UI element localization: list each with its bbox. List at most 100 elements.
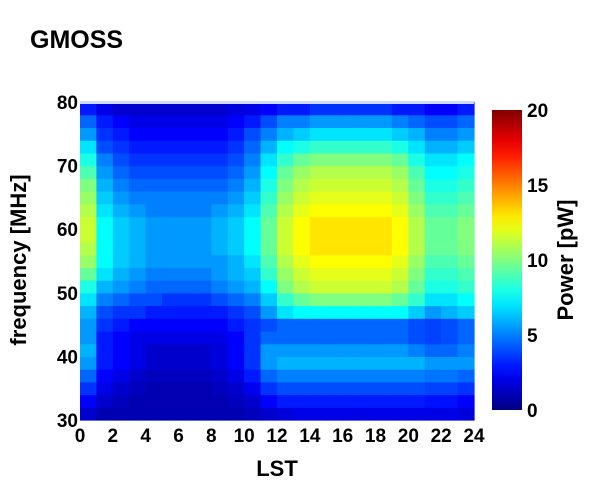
heatmap-cell bbox=[293, 292, 311, 307]
heatmap-cell bbox=[408, 191, 426, 205]
heatmap-cell bbox=[375, 191, 393, 205]
heatmap-cell bbox=[145, 254, 163, 268]
heatmap-cell bbox=[227, 114, 245, 129]
heatmap-cell bbox=[96, 280, 114, 294]
heatmap-cell bbox=[178, 127, 196, 141]
heatmap-cell bbox=[129, 241, 147, 256]
heatmap-cell bbox=[145, 343, 163, 357]
heatmap-cell bbox=[260, 407, 278, 421]
heatmap-cell bbox=[424, 267, 442, 281]
heatmap-cell bbox=[359, 127, 377, 141]
heatmap-cell bbox=[244, 343, 262, 357]
heatmap-cell bbox=[211, 254, 229, 268]
heatmap-cell bbox=[326, 114, 344, 129]
plot-top-edge bbox=[80, 101, 474, 104]
heatmap-cell bbox=[342, 305, 360, 319]
heatmap-cell bbox=[194, 254, 212, 268]
x-tick-label: 12 bbox=[266, 426, 287, 447]
heatmap-cell bbox=[194, 241, 212, 256]
heatmap-cell bbox=[260, 280, 278, 294]
heatmap-cell bbox=[129, 394, 147, 408]
heatmap-cell bbox=[391, 369, 409, 383]
heatmap-cell bbox=[342, 381, 360, 396]
heatmap-cell bbox=[260, 152, 278, 167]
heatmap-cell bbox=[211, 152, 229, 167]
heatmap-cell bbox=[441, 216, 459, 230]
heatmap-cell bbox=[227, 102, 245, 116]
heatmap-cell bbox=[309, 292, 327, 307]
heatmap-cell bbox=[441, 369, 459, 383]
heatmap-cell bbox=[227, 267, 245, 281]
y-axis-label: frequency [MHz] bbox=[6, 174, 31, 345]
heatmap-cell bbox=[408, 254, 426, 268]
heatmap-cell bbox=[162, 292, 180, 307]
heatmap-cell bbox=[112, 191, 130, 205]
heatmap-cell bbox=[96, 114, 114, 129]
heatmap-cell bbox=[260, 191, 278, 205]
heatmap-cell bbox=[342, 203, 360, 218]
heatmap-cell bbox=[277, 241, 295, 256]
heatmap-cell bbox=[424, 305, 442, 319]
heatmap-cell bbox=[457, 318, 475, 332]
heatmap-cell bbox=[375, 318, 393, 332]
heatmap-cell bbox=[112, 114, 130, 129]
heatmap-cell bbox=[391, 203, 409, 218]
heatmap-cell bbox=[441, 102, 459, 116]
heatmap-cell bbox=[96, 369, 114, 383]
heatmap-cell bbox=[408, 394, 426, 408]
heatmap-cell bbox=[194, 102, 212, 116]
heatmap-cell bbox=[457, 203, 475, 218]
heatmap-cell bbox=[178, 356, 196, 370]
heatmap-cell bbox=[391, 267, 409, 281]
heatmap-cell bbox=[408, 292, 426, 307]
heatmap-cell bbox=[441, 191, 459, 205]
heatmap-cell bbox=[309, 216, 327, 230]
heatmap-cell bbox=[326, 369, 344, 383]
heatmap-cell bbox=[178, 241, 196, 256]
heatmap-cell bbox=[112, 140, 130, 154]
heatmap-cell bbox=[129, 330, 147, 345]
heatmap-cell bbox=[424, 102, 442, 116]
heatmap-cell bbox=[129, 165, 147, 179]
heatmap-cell bbox=[408, 381, 426, 396]
heatmap-cell bbox=[162, 241, 180, 256]
heatmap-cell bbox=[260, 356, 278, 370]
heatmap-cell bbox=[424, 280, 442, 294]
heatmap-cell bbox=[227, 127, 245, 141]
heatmap-cell bbox=[342, 140, 360, 154]
heatmap-cell bbox=[244, 229, 262, 243]
heatmap-cell bbox=[80, 229, 98, 243]
heatmap-cell bbox=[80, 203, 98, 218]
heatmap-cell bbox=[80, 394, 98, 408]
y-tick-label: 30 bbox=[57, 411, 78, 432]
heatmap-cell bbox=[424, 356, 442, 370]
heatmap-cell bbox=[457, 178, 475, 192]
heatmap-cell bbox=[342, 318, 360, 332]
heatmap-cell bbox=[178, 369, 196, 383]
heatmap-cell bbox=[162, 102, 180, 116]
heatmap-cell bbox=[129, 292, 147, 307]
x-tick-label: 22 bbox=[431, 426, 452, 447]
heatmap-cell bbox=[326, 203, 344, 218]
heatmap-cell bbox=[129, 191, 147, 205]
heatmap-cell bbox=[441, 114, 459, 129]
heatmap-cell bbox=[326, 330, 344, 345]
heatmap-cell bbox=[342, 394, 360, 408]
heatmap-cell bbox=[244, 114, 262, 129]
heatmap-cell bbox=[80, 267, 98, 281]
heatmap-cell bbox=[277, 127, 295, 141]
heatmap-cell bbox=[178, 318, 196, 332]
heatmap-cell bbox=[178, 394, 196, 408]
heatmap-cell bbox=[80, 305, 98, 319]
heatmap-cell bbox=[211, 114, 229, 129]
heatmap-cell bbox=[244, 216, 262, 230]
heatmap-cell bbox=[244, 191, 262, 205]
heatmap-cell bbox=[96, 254, 114, 268]
heatmap-cell bbox=[112, 216, 130, 230]
heatmap-cell bbox=[145, 241, 163, 256]
heatmap-cell bbox=[359, 292, 377, 307]
heatmap-cell bbox=[408, 407, 426, 421]
heatmap-cell bbox=[391, 140, 409, 154]
heatmap-cell bbox=[129, 102, 147, 116]
